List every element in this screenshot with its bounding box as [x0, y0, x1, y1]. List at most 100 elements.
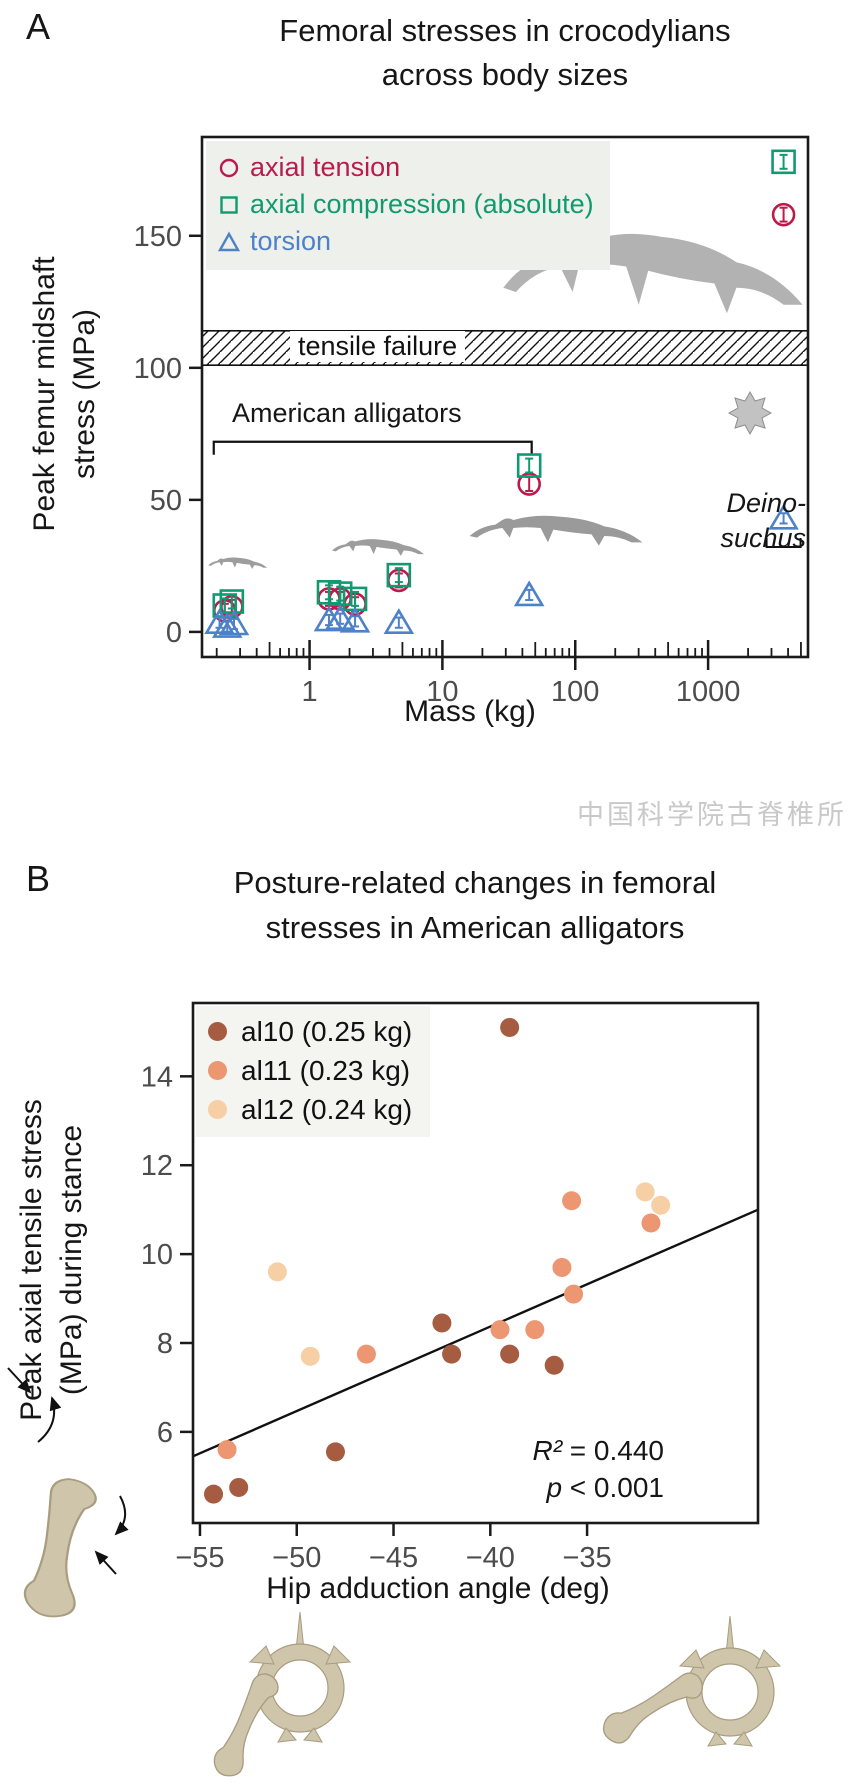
panel-b-ylabel-line2: (MPa) during stance: [55, 1124, 88, 1396]
data-point: [325, 1442, 345, 1462]
data-point: [513, 580, 545, 607]
legend-item-al12: al12 (0.24 kg): [208, 1090, 412, 1129]
panel-a-xlabel: Mass (kg): [404, 695, 536, 728]
svg-text:8: 8: [157, 1328, 173, 1360]
panel-b-border: [191, 1001, 760, 1525]
al12-dot-icon: [208, 1100, 227, 1119]
series-torsion: [204, 503, 799, 638]
data-point: [517, 472, 541, 496]
panel-a-title-line2: across body sizes: [381, 57, 629, 92]
data-point: [267, 1262, 287, 1282]
svg-text:150: 150: [134, 221, 182, 253]
panel-b-xlabel: Hip adduction angle (deg): [266, 1572, 610, 1605]
circle-marker-icon: [219, 158, 239, 177]
data-point: [651, 1195, 671, 1215]
bone-illustrations: [7, 1367, 782, 1777]
legend-item-axial-compression: axial compression (absolute): [218, 186, 594, 223]
svg-text:−35: −35: [562, 1542, 611, 1574]
data-point: [383, 608, 415, 634]
regression-stats: R² = 0.440 p < 0.001: [424, 1432, 664, 1506]
svg-text:10: 10: [141, 1239, 173, 1271]
data-point: [641, 1213, 661, 1233]
data-point: [544, 1355, 564, 1375]
panel-b-plot: 6 8 10 12 14 −55 −50 −45 −40 −35: [141, 1001, 760, 1574]
torque-arrow-icon: [37, 1396, 62, 1443]
series-al12: [267, 1182, 671, 1366]
data-point: [324, 604, 356, 631]
panel-a-plot: 0 50 100 150 1 10 100 1000: [134, 135, 810, 708]
legend-item-al11: al11 (0.23 kg): [208, 1051, 412, 1090]
american-alligators-label: American alligators: [232, 398, 462, 428]
data-point: [229, 1477, 249, 1497]
panel-a-ylabel-line1: Peak femur midshaft: [28, 256, 61, 532]
legend-item-torsion: torsion: [218, 223, 594, 260]
data-point: [562, 1191, 582, 1211]
torque-arrow-icon: [114, 1495, 129, 1536]
watermark: 中国科学院古脊椎所: [577, 800, 847, 831]
svg-text:50: 50: [150, 485, 182, 517]
al11-dot-icon: [208, 1061, 227, 1080]
deinosuchus-label-line1: Deino-: [726, 488, 806, 518]
svg-text:14: 14: [141, 1061, 173, 1093]
data-point: [771, 202, 796, 227]
svg-text:1: 1: [301, 676, 317, 708]
data-point: [635, 1182, 655, 1202]
data-point: [490, 1320, 510, 1340]
triangle-marker-icon: [218, 231, 240, 251]
data-point: [356, 1344, 376, 1364]
panel-b-title-line1: Posture-related changes in femoral: [233, 865, 717, 900]
pelvis-femur-abducted: [602, 1615, 782, 1747]
svg-text:6: 6: [157, 1417, 173, 1449]
svg-text:−50: −50: [272, 1542, 321, 1574]
svg-text:−45: −45: [369, 1542, 418, 1574]
alligator-silhouette-tiny: [208, 557, 268, 570]
series-axial-compression-absolute-: [212, 149, 796, 618]
panel-b-ylabel-line1: Peak axial tensile stress: [15, 1099, 48, 1421]
svg-text:100: 100: [551, 676, 599, 708]
deinosuchus-label-line2: suchus: [720, 523, 806, 553]
alligator-silhouette-medium: [469, 515, 643, 546]
data-point: [500, 1017, 520, 1037]
data-point: [218, 609, 250, 636]
data-point: [525, 1320, 545, 1340]
american-alligators-bracket: [212, 440, 533, 455]
alligator-silhouette-small: [331, 539, 425, 556]
svg-text:1000: 1000: [676, 676, 741, 708]
series-al10: [204, 1017, 564, 1504]
tensile-failure-label: tensile failure: [290, 331, 466, 362]
panel-a-letter: A: [26, 6, 51, 47]
deinosuchus-bracket: [765, 538, 802, 548]
data-point: [564, 1284, 584, 1304]
svg-text:10: 10: [426, 676, 458, 708]
svg-text:12: 12: [141, 1150, 173, 1182]
data-point: [339, 606, 371, 633]
data-point: [442, 1344, 462, 1364]
data-point: [768, 503, 799, 530]
panel-b-title-line2: stresses in American alligators: [265, 910, 685, 945]
svg-text:0: 0: [166, 617, 182, 649]
panel-a-title-line1: Femoral stresses in crocodylians: [279, 13, 731, 48]
series-al11: [217, 1191, 661, 1460]
p-value-text: p < 0.001: [546, 1472, 664, 1503]
data-point: [552, 1257, 572, 1277]
data-point: [300, 1346, 320, 1366]
data-point: [217, 1440, 237, 1460]
panel-b-letter: B: [26, 858, 51, 899]
panel-a-legend: axial tension axial compression (absolut…: [206, 141, 610, 270]
data-point: [516, 453, 542, 478]
data-point: [204, 1484, 224, 1504]
panel-a-ylabel-line2: stress (MPa): [68, 309, 101, 480]
data-point: [432, 1313, 452, 1333]
osteoderm-icon: [727, 390, 773, 436]
load-arrow-icon: [94, 1550, 117, 1575]
load-arrow-icon: [7, 1367, 32, 1394]
legend-item-al10: al10 (0.25 kg): [208, 1012, 412, 1051]
data-point: [771, 149, 796, 175]
legend-item-axial-tension: axial tension: [218, 149, 594, 186]
svg-text:−55: −55: [175, 1542, 224, 1574]
r-squared-text: R² = 0.440: [532, 1435, 664, 1466]
square-marker-icon: [220, 195, 238, 214]
data-point: [386, 562, 412, 588]
